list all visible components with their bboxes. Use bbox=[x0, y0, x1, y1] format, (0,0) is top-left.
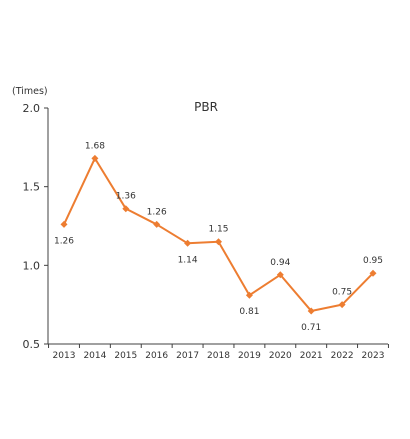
data-point-marker bbox=[215, 238, 222, 246]
data-value-label: 0.81 bbox=[239, 307, 259, 317]
data-point-marker bbox=[276, 271, 284, 279]
data-value-label: 0.75 bbox=[332, 288, 352, 298]
data-value-label: 0.94 bbox=[270, 258, 290, 268]
x-tick-label: 2021 bbox=[300, 351, 323, 361]
y-axis-unit-label: (Times) bbox=[12, 86, 48, 97]
data-value-label: 1.36 bbox=[116, 192, 136, 202]
data-value-label: 1.26 bbox=[54, 236, 74, 246]
x-tick-label: 2019 bbox=[238, 351, 261, 361]
data-value-label: 1.14 bbox=[178, 255, 198, 265]
data-point-marker bbox=[245, 291, 253, 299]
data-value-label: 1.26 bbox=[147, 207, 167, 217]
x-tick-label: 2016 bbox=[145, 351, 168, 361]
data-point-marker bbox=[60, 220, 68, 228]
x-tick-label: 2014 bbox=[83, 351, 106, 361]
x-tick-label: 2015 bbox=[114, 351, 137, 361]
series-layer bbox=[60, 154, 377, 315]
data-value-label: 0.71 bbox=[301, 323, 321, 333]
x-tick-label: 2013 bbox=[53, 351, 76, 361]
data-point-marker bbox=[338, 301, 346, 309]
chart-title: PBR bbox=[194, 100, 218, 114]
axes bbox=[47, 108, 388, 345]
data-point-marker bbox=[184, 239, 192, 247]
data-point-marker bbox=[91, 154, 99, 162]
x-tick-label: 2018 bbox=[207, 351, 230, 361]
data-point-marker bbox=[307, 307, 315, 315]
data-point-marker bbox=[153, 220, 161, 228]
data-point-marker bbox=[122, 205, 130, 213]
y-tick-label: 1.5 bbox=[23, 181, 41, 194]
x-tick-label: 2023 bbox=[362, 351, 385, 361]
data-point-marker bbox=[369, 269, 377, 277]
data-labels: 1.26 1.68 1.36 1.26 1.14 1.15 0.81 0.94 0.71 0.75… bbox=[54, 141, 383, 333]
x-tick-label: 2017 bbox=[176, 351, 199, 361]
y-tick-label: 1.0 bbox=[23, 259, 41, 272]
x-tick-label: 2022 bbox=[331, 351, 354, 361]
y-tick-label: 2.0 bbox=[23, 102, 41, 115]
data-value-label: 0.95 bbox=[363, 256, 383, 266]
x-tick-label: 2020 bbox=[269, 351, 292, 361]
y-tick-label: 0.5 bbox=[23, 338, 41, 351]
axis-ticks: 2.0 1.5 1.0 0.5 2013 2014 2015 2016 2017 2018 2019… bbox=[23, 102, 389, 361]
data-value-label: 1.15 bbox=[208, 225, 228, 235]
data-value-label: 1.68 bbox=[85, 141, 105, 151]
